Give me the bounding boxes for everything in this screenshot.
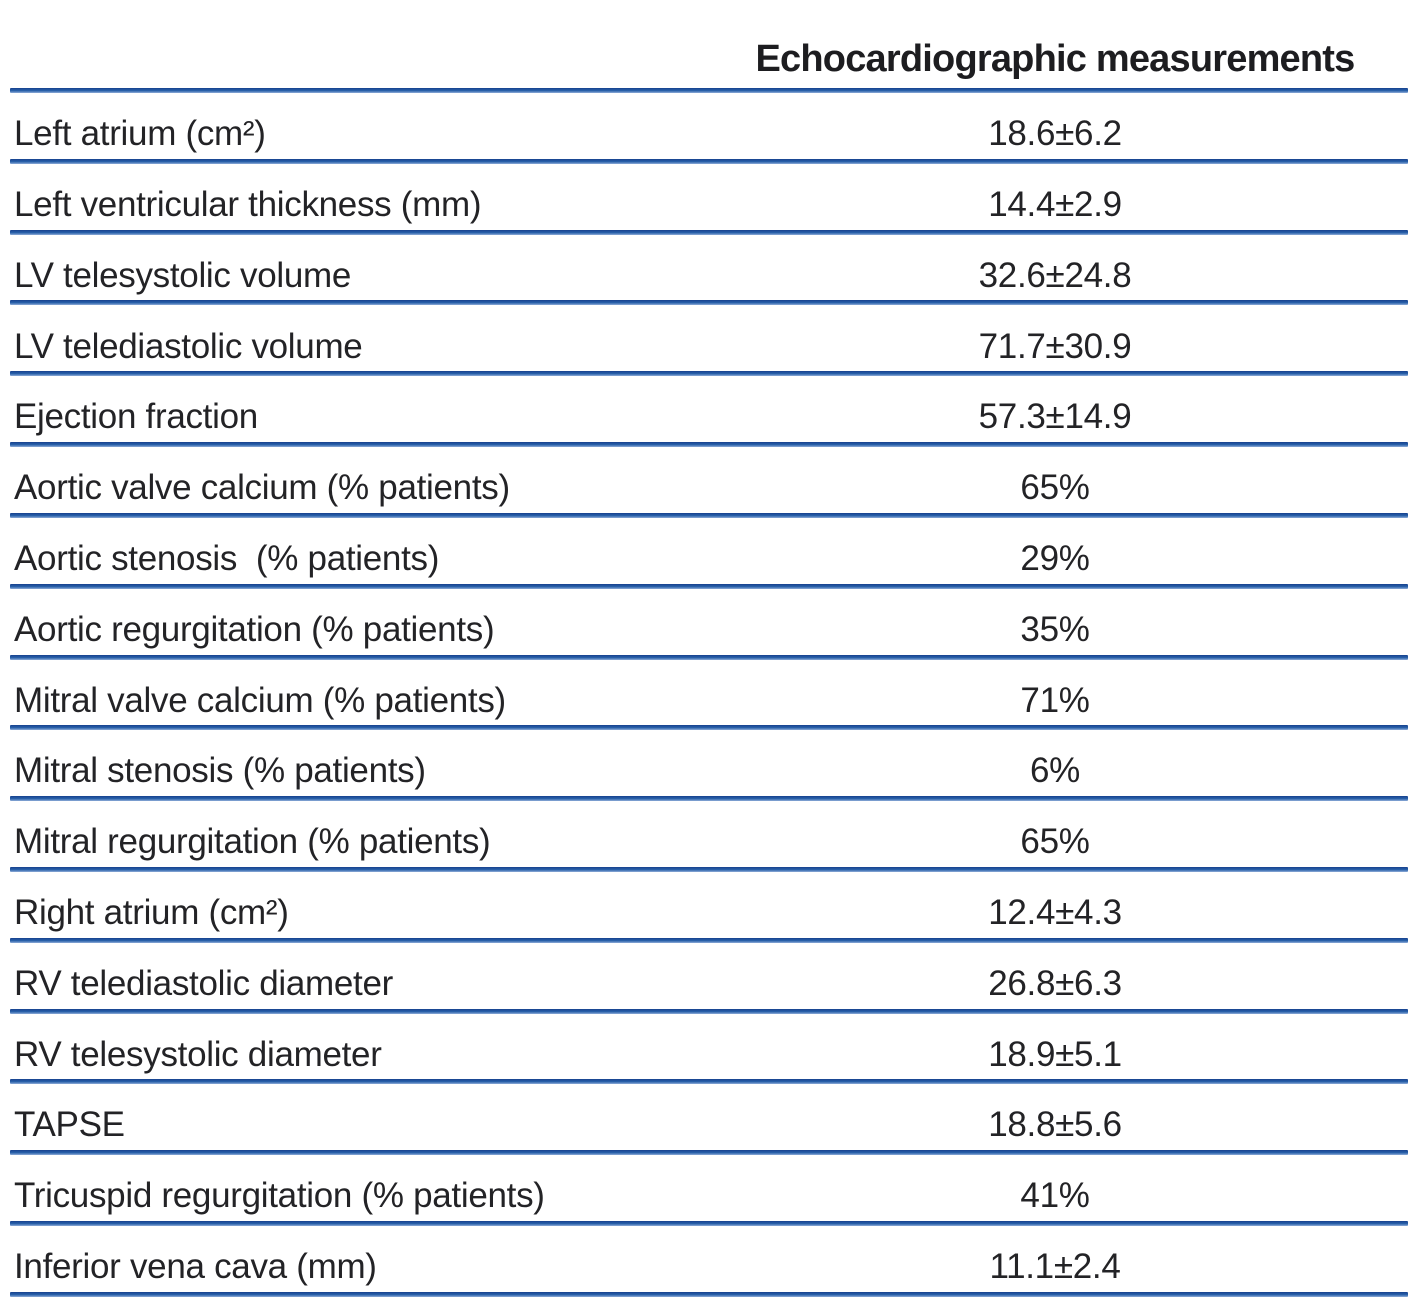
row-value: 57.3±14.9: [978, 397, 1132, 437]
row-label: Mitral valve calcium (% patients): [14, 680, 506, 720]
row-rule-line: [10, 654, 1408, 660]
table-row: RV telesystolic diameter 18.9±5.1: [0, 1014, 1422, 1085]
row-rule-line: [10, 300, 1408, 306]
row-value: 71.7±30.9: [978, 326, 1132, 366]
row-label: Mitral stenosis (% patients): [14, 751, 426, 791]
table-row: RV telediastolic diameter 26.8±6.3: [0, 943, 1422, 1014]
row-label: Aortic regurgitation (% patients): [14, 609, 495, 649]
header-rule-line: [10, 88, 1408, 93]
row-rule-line: [10, 229, 1408, 235]
table-row: Aortic regurgitation (% patients) 35%: [0, 589, 1422, 660]
row-value: 35%: [1020, 609, 1090, 649]
row-rule-line: [10, 371, 1408, 377]
row-value: 65%: [1020, 822, 1090, 862]
row-value: 29%: [1020, 538, 1090, 578]
row-value: 32.6±24.8: [978, 255, 1132, 295]
row-label: Left atrium (cm²): [14, 114, 266, 154]
row-value: 18.6±6.2: [988, 114, 1122, 154]
row-label: LV telesystolic volume: [14, 255, 352, 295]
table-row: Left atrium (cm²) 18.6±6.2: [0, 93, 1422, 164]
row-label: RV telesystolic diameter: [14, 1034, 382, 1074]
table-header-title: Echocardiographic measurements: [755, 38, 1356, 80]
row-rule-line: [10, 583, 1408, 589]
row-value: 14.4±2.9: [988, 184, 1122, 224]
table-row: Left ventricular thickness (mm) 14.4±2.9: [0, 164, 1422, 235]
row-rule-line: [10, 1221, 1408, 1226]
row-value: 41%: [1020, 1176, 1090, 1216]
table-row: Aortic stenosis (% patients) 29%: [0, 518, 1422, 589]
table-body: Left atrium (cm²) 18.6±6.2 Left ventricula…: [0, 93, 1422, 1297]
row-rule-line: [10, 158, 1408, 164]
table-row: TAPSE 18.8±5.6: [0, 1084, 1422, 1156]
row-rule-line: [10, 512, 1408, 518]
row-rule-line: [10, 796, 1408, 802]
row-value: 71%: [1020, 680, 1090, 720]
table-row: Mitral regurgitation (% patients) 65%: [0, 801, 1422, 872]
row-value: 26.8±6.3: [988, 963, 1122, 1003]
table-row: Inferior vena cava (mm) 11.1±2.4: [0, 1226, 1422, 1297]
row-value: 18.8±5.6: [988, 1105, 1122, 1145]
row-rule-line: [10, 1150, 1408, 1156]
table-header-row: Echocardiographic measurements: [0, 0, 1422, 93]
table-row: Mitral valve calcium (% patients) 71%: [0, 660, 1422, 731]
row-value: 18.9±5.1: [988, 1034, 1122, 1074]
table-row: Ejection fraction 57.3±14.9: [0, 376, 1422, 448]
row-rule-line: [10, 725, 1408, 731]
row-rule-line: [10, 1079, 1408, 1085]
row-rule-line: [10, 937, 1408, 943]
row-label: Ejection fraction: [14, 397, 258, 437]
row-label: Left ventricular thickness (mm): [14, 184, 482, 224]
row-value: 11.1±2.4: [989, 1247, 1121, 1287]
row-label: Mitral regurgitation (% patients): [14, 822, 491, 862]
row-label: Inferior vena cava (mm): [14, 1247, 377, 1287]
row-rule-line: [10, 1008, 1408, 1014]
row-value: 6%: [1030, 751, 1080, 791]
table-row: Aortic valve calcium (% patients) 65%: [0, 447, 1422, 518]
table-row: LV telesystolic volume 32.6±24.8: [0, 235, 1422, 306]
row-label: RV telediastolic diameter: [14, 963, 393, 1003]
table-row: LV telediastolic volume 71.7±30.9: [0, 305, 1422, 377]
row-rule-line: [10, 442, 1408, 448]
table-row: Mitral stenosis (% patients) 6%: [0, 730, 1422, 802]
row-value: 65%: [1020, 468, 1090, 508]
row-label: LV telediastolic volume: [14, 326, 363, 366]
row-label: Aortic stenosis (% patients): [14, 538, 440, 578]
row-label: Aortic valve calcium (% patients): [14, 468, 510, 508]
row-value: 12.4±4.3: [988, 893, 1122, 932]
row-rule-line: [10, 866, 1408, 872]
row-label: Right atrium (cm²): [14, 893, 289, 932]
table-row: Tricuspid regurgitation (% patients) 41%: [0, 1155, 1422, 1226]
table-row: Right atrium (cm²) 12.4±4.3: [0, 872, 1422, 943]
row-label: Tricuspid regurgitation (% patients): [14, 1176, 545, 1216]
row-label: TAPSE: [14, 1105, 125, 1145]
row-rule-line: [10, 1291, 1408, 1297]
